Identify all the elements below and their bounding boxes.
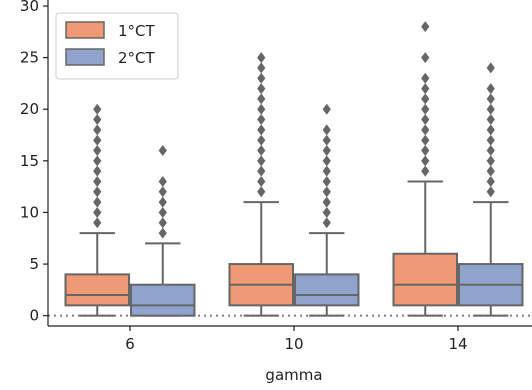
outlier-point — [322, 206, 331, 218]
x-tick-label: 6 — [125, 335, 135, 353]
outlier-point — [486, 83, 495, 95]
y-tick-label: 0 — [29, 307, 39, 325]
outlier-point — [257, 165, 266, 177]
outlier-point — [486, 134, 495, 146]
outlier-point — [93, 206, 102, 218]
outlier-point — [158, 217, 167, 229]
outlier-point — [257, 124, 266, 136]
outlier-point — [421, 21, 430, 33]
outlier-point — [257, 52, 266, 64]
outlier-point — [158, 186, 167, 198]
outlier-point — [257, 145, 266, 157]
outlier-point — [421, 124, 430, 136]
y-tick-label: 20 — [20, 100, 39, 118]
box-6-1 — [64, 103, 130, 317]
outlier-point — [93, 103, 102, 115]
outlier-point — [322, 134, 331, 146]
outlier-point — [486, 93, 495, 105]
outlier-point — [257, 155, 266, 167]
outlier-point — [421, 134, 430, 146]
box-layer — [64, 21, 524, 317]
outlier-point — [158, 227, 167, 239]
box-10-2 — [294, 103, 360, 317]
outlier-point — [158, 206, 167, 218]
outlier-point — [421, 83, 430, 95]
axis-layer: 0 5 10 15 20 25 30 6 10 14 — [20, 0, 532, 353]
y-tick-label: 5 — [29, 255, 39, 273]
outlier-point — [93, 124, 102, 136]
outlier-point — [257, 114, 266, 126]
outlier-point — [421, 155, 430, 167]
outlier-point — [158, 145, 167, 157]
box-14-1 — [392, 21, 458, 317]
outlier-point — [322, 145, 331, 157]
box-10-1 — [228, 52, 294, 317]
outlier-point — [93, 165, 102, 177]
y-tick-label: 15 — [20, 152, 39, 170]
outlier-point — [257, 175, 266, 187]
x-axis-label: gamma — [265, 366, 322, 384]
x-tick-label: 10 — [284, 335, 303, 353]
outlier-point — [421, 72, 430, 84]
outlier-point — [421, 52, 430, 64]
outlier-point — [322, 165, 331, 177]
outlier-point — [257, 186, 266, 198]
outlier-point — [486, 124, 495, 136]
outlier-point — [158, 196, 167, 208]
legend: 1°CT 2°CT — [55, 12, 179, 80]
x-tick-label: 14 — [448, 335, 467, 353]
outlier-point — [93, 186, 102, 198]
outlier-point — [486, 145, 495, 157]
box-14-2 — [458, 62, 524, 317]
outlier-point — [93, 175, 102, 187]
legend-label: 1°CT — [118, 22, 156, 40]
outlier-point — [257, 134, 266, 146]
legend-swatch — [65, 48, 105, 66]
iqr-box — [64, 273, 130, 307]
outlier-point — [421, 145, 430, 157]
outlier-point — [322, 155, 331, 167]
outlier-point — [93, 114, 102, 126]
outlier-point — [257, 62, 266, 74]
y-tick-label: 25 — [20, 49, 39, 67]
outlier-point — [93, 155, 102, 167]
outlier-point — [486, 186, 495, 198]
outlier-point — [322, 103, 331, 115]
outlier-point — [486, 114, 495, 126]
outlier-point — [421, 165, 430, 177]
outlier-point — [257, 93, 266, 105]
iqr-box — [392, 252, 458, 307]
iqr-box — [294, 273, 360, 307]
outlier-point — [158, 175, 167, 187]
outlier-point — [486, 165, 495, 177]
outlier-point — [322, 196, 331, 208]
outlier-point — [322, 124, 331, 136]
box-6-2 — [130, 145, 196, 317]
outlier-point — [421, 93, 430, 105]
outlier-point — [257, 103, 266, 115]
legend-swatch — [65, 21, 105, 39]
outlier-point — [486, 155, 495, 167]
iqr-box — [130, 283, 196, 317]
outlier-point — [486, 103, 495, 115]
outlier-point — [486, 62, 495, 74]
y-tick-label: 30 — [20, 0, 39, 15]
outlier-point — [257, 72, 266, 84]
outlier-point — [257, 83, 266, 95]
outlier-point — [93, 217, 102, 229]
outlier-point — [421, 103, 430, 115]
outlier-point — [486, 175, 495, 187]
y-tick-label: 10 — [20, 203, 39, 221]
outlier-point — [93, 134, 102, 146]
outlier-point — [93, 145, 102, 157]
outlier-point — [93, 196, 102, 208]
legend-label: 2°CT — [118, 49, 156, 67]
outlier-point — [322, 175, 331, 187]
outlier-point — [322, 186, 331, 198]
outlier-point — [322, 217, 331, 229]
outlier-point — [421, 114, 430, 126]
